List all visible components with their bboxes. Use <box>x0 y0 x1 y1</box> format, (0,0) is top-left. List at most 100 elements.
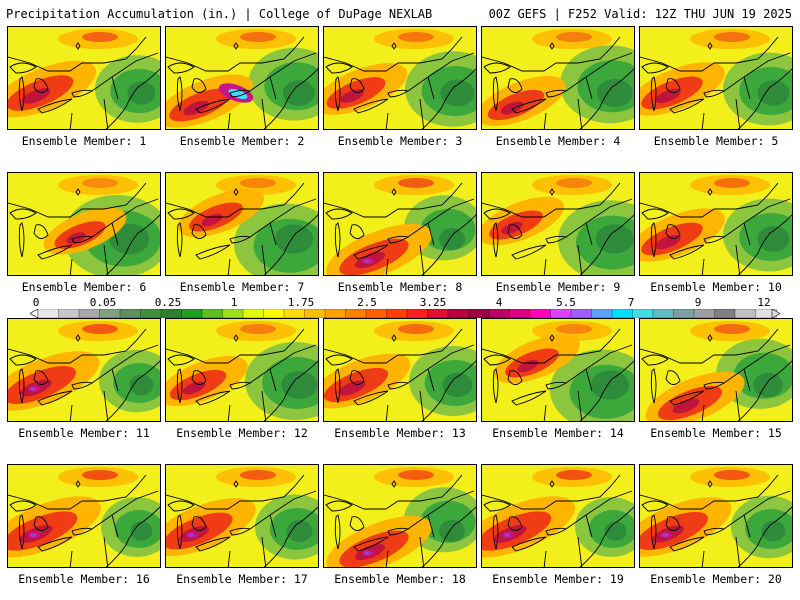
colorbar-swatch <box>447 309 470 318</box>
ensemble-panel-2 <box>165 26 319 130</box>
colorbar-swatch <box>181 309 203 318</box>
ensemble-panel-13 <box>323 318 477 422</box>
colorbar-swatch <box>386 309 408 318</box>
ensemble-panel-18 <box>323 464 477 568</box>
colorbar-swatch <box>591 309 613 318</box>
ensemble-panel-14 <box>481 318 635 422</box>
colorbar-swatch <box>734 309 757 318</box>
map-outlines <box>640 36 792 129</box>
panel-label: Ensemble Member: 6 <box>21 280 147 294</box>
ensemble-panel-10 <box>639 172 793 276</box>
precip-map <box>166 173 318 275</box>
precip-map <box>8 27 160 129</box>
panel-label: Ensemble Member: 4 <box>495 134 621 148</box>
map-outlines <box>324 328 476 421</box>
precip-map <box>482 465 634 567</box>
colorbar-swatch <box>222 309 244 318</box>
panel-label: Ensemble Member: 12 <box>176 426 308 440</box>
ensemble-panel-9 <box>481 172 635 276</box>
colorbar-tick-label: 7 <box>627 296 635 309</box>
map-outlines <box>324 474 476 567</box>
colorbar-swatch <box>488 309 511 318</box>
colorbar-swatch <box>242 309 265 318</box>
ensemble-panel-6 <box>7 172 161 276</box>
header: Precipitation Accumulation (in.) | Colle… <box>0 0 800 26</box>
colorbar-tick-label: 3.25 <box>419 296 447 309</box>
precip-map <box>482 27 634 129</box>
panel-label: Ensemble Member: 17 <box>176 572 308 586</box>
panel-label: Ensemble Member: 9 <box>495 280 621 294</box>
map-outlines <box>8 182 160 275</box>
colorbar-swatch <box>304 309 326 318</box>
colorbar-tick-label: 0.05 <box>89 296 117 309</box>
map-outlines <box>482 182 634 275</box>
ensemble-panel-15 <box>639 318 793 422</box>
panel-label: Ensemble Member: 1 <box>21 134 147 148</box>
ensemble-panel-16 <box>7 464 161 568</box>
map-outlines <box>166 474 318 567</box>
panel-label: Ensemble Member: 18 <box>334 572 466 586</box>
colorbar-tick-label: 5.5 <box>556 296 576 309</box>
colorbar-swatch <box>673 309 695 318</box>
ensemble-panel-19 <box>481 464 635 568</box>
colorbar-swatch <box>160 309 183 318</box>
precip-map <box>166 27 318 129</box>
panel-label: Ensemble Member: 14 <box>492 426 624 440</box>
colorbar-swatch <box>37 309 60 318</box>
precip-map <box>640 319 792 421</box>
panel-label: Ensemble Member: 2 <box>179 134 305 148</box>
panel-label: Ensemble Member: 16 <box>18 572 150 586</box>
run-info: 00Z GEFS | F252 Valid: 12Z THU JUN 19 20… <box>488 7 792 21</box>
precip-map <box>324 27 476 129</box>
colorbar-swatch <box>99 309 121 318</box>
panel-label: Ensemble Member: 3 <box>337 134 463 148</box>
precip-map <box>640 465 792 567</box>
precip-map <box>8 173 160 275</box>
precip-map <box>482 173 634 275</box>
panel-label: Ensemble Member: 20 <box>650 572 782 586</box>
ensemble-panel-4 <box>481 26 635 130</box>
colorbar-tick-label: 0 <box>32 296 40 309</box>
ensemble-panel-17 <box>165 464 319 568</box>
colorbar-swatch <box>468 309 490 318</box>
ensemble-panel-7 <box>165 172 319 276</box>
panel-label: Ensemble Member: 5 <box>653 134 779 148</box>
panel-label: Ensemble Member: 10 <box>650 280 782 294</box>
precip-map <box>166 465 318 567</box>
colorbar-swatch <box>140 309 162 318</box>
colorbar <box>30 309 780 318</box>
ensemble-panel-5 <box>639 26 793 130</box>
map-outlines <box>8 328 160 421</box>
colorbar-swatch <box>652 309 675 318</box>
colorbar-swatch <box>345 309 367 318</box>
ensemble-panel-1 <box>7 26 161 130</box>
colorbar-swatch <box>58 309 80 318</box>
map-outlines <box>482 36 634 129</box>
precip-map <box>8 319 160 421</box>
map-outlines <box>640 328 792 421</box>
precip-map <box>324 319 476 421</box>
colorbar-tick-label: 9 <box>694 296 702 309</box>
colorbar-swatch <box>283 309 306 318</box>
ensemble-panel-8 <box>323 172 477 276</box>
colorbar-swatch <box>406 309 429 318</box>
map-outlines <box>166 182 318 275</box>
colorbar-swatch <box>714 309 736 318</box>
map-outlines <box>482 474 634 567</box>
map-outlines <box>166 328 318 421</box>
ensemble-panel-20 <box>639 464 793 568</box>
colorbar-tick-label: 12 <box>757 296 771 309</box>
map-outlines <box>640 182 792 275</box>
map-outlines <box>640 474 792 567</box>
map-outlines <box>324 36 476 129</box>
map-outlines <box>482 328 634 421</box>
colorbar-swatch <box>611 309 634 318</box>
colorbar-swatch <box>693 309 716 318</box>
map-outlines <box>8 474 160 567</box>
colorbar-swatch <box>201 309 224 318</box>
colorbar-tick-label: 0.25 <box>154 296 182 309</box>
colorbar-tick-label: 1 <box>230 296 238 309</box>
colorbar-tick-label: 1.75 <box>287 296 315 309</box>
colorbar-graphic <box>30 309 780 318</box>
colorbar-swatch <box>632 309 654 318</box>
